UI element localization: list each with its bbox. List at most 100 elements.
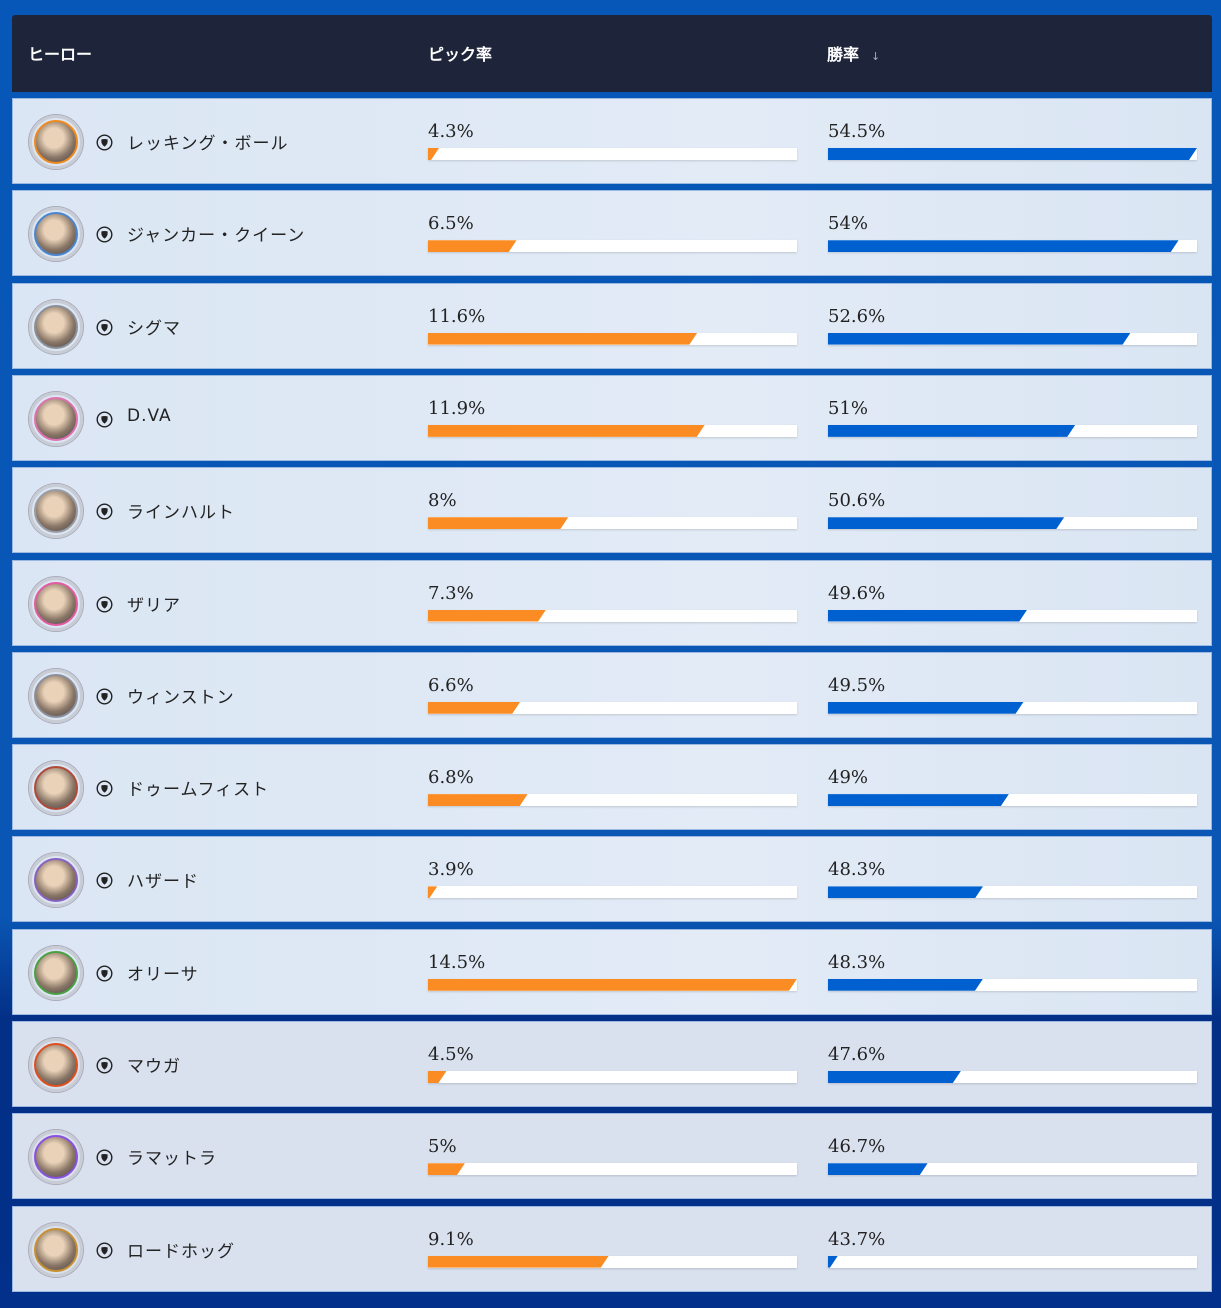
column-header-win-rate[interactable]: 勝率 ↓ — [827, 41, 880, 65]
win-rate-bar — [828, 1255, 1197, 1268]
win-rate-value: 51% — [828, 397, 869, 419]
hero-name: ウィンストン — [127, 687, 235, 708]
table-row[interactable]: オリーサ 14.5% 48.3% — [12, 928, 1212, 1015]
hero-stats-table: ヒーロー ピック率 勝率 ↓ レッキング・ボール 4.3% 54.5% ジャンカー… — [12, 15, 1212, 1292]
win-rate-fill — [828, 1256, 838, 1268]
win-rate-bar — [828, 701, 1197, 714]
table-row[interactable]: D.VA 11.9% 51% — [12, 374, 1212, 461]
table-row[interactable]: レッキング・ボール 4.3% 54.5% — [12, 98, 1212, 184]
hero-name: ハザード — [127, 872, 199, 893]
tank-role-icon — [96, 503, 113, 520]
table-row[interactable]: ドゥームフィスト 6.8% 49% — [12, 744, 1212, 831]
pick-rate-value: 11.9% — [428, 397, 486, 419]
tank-role-icon — [96, 226, 113, 243]
pick-rate-fill — [428, 1071, 446, 1083]
table-row[interactable]: ハザード 3.9% 48.3% — [12, 836, 1212, 923]
win-rate-value: 48.3% — [828, 859, 886, 881]
pick-rate-fill — [428, 425, 705, 437]
win-rate-bar — [828, 1071, 1197, 1083]
hero-name: D.VA — [127, 405, 172, 426]
hero-name: ザリア — [127, 595, 181, 616]
table-row[interactable]: ウィンストン 6.6% 49.5% — [12, 651, 1212, 738]
win-rate-fill — [828, 425, 1075, 437]
pick-rate-value: 11.6% — [428, 305, 486, 327]
win-rate-bar — [828, 332, 1197, 345]
pick-rate-value: 3.9% — [428, 859, 474, 881]
hero-name: オリーサ — [127, 964, 199, 985]
win-rate-value: 49% — [828, 767, 869, 789]
hero-name: ロードホッグ — [127, 1241, 235, 1262]
pick-rate-bar — [428, 701, 797, 714]
win-rate-value: 43.7% — [828, 1228, 886, 1250]
win-rate-bar — [828, 609, 1197, 622]
pick-rate-fill — [428, 702, 520, 714]
table-header: ヒーロー ピック率 勝率 ↓ — [12, 15, 1212, 92]
hero-name: マウガ — [127, 1057, 181, 1077]
win-rate-fill — [828, 610, 1027, 622]
win-rate-value: 54% — [828, 213, 869, 235]
pick-rate-bar — [428, 794, 797, 807]
table-row[interactable]: ジャンカー・クイーン 6.5% 54% — [12, 190, 1212, 277]
hero-name: ジャンカー・クイーン — [127, 226, 306, 247]
hero-name: ラインハルト — [127, 503, 235, 524]
table-row[interactable]: ラインハルト 8% 50.6% — [12, 467, 1212, 554]
pick-rate-bar — [428, 517, 797, 530]
hero-avatar — [29, 391, 83, 446]
pick-rate-value: 4.5% — [428, 1044, 474, 1065]
win-rate-fill — [828, 1071, 961, 1083]
tank-role-icon — [96, 1149, 113, 1166]
win-rate-bar — [828, 1163, 1197, 1176]
tank-role-icon — [96, 1242, 113, 1259]
pick-rate-value: 6.5% — [428, 213, 474, 235]
pick-rate-value: 5% — [428, 1136, 457, 1158]
pick-rate-fill — [428, 333, 697, 345]
win-rate-fill — [828, 517, 1064, 529]
table-row[interactable]: ラマットラ 5% 46.7% — [12, 1113, 1212, 1200]
win-rate-bar — [828, 240, 1197, 253]
hero-avatar — [29, 1130, 83, 1185]
win-rate-value: 48.3% — [828, 951, 886, 973]
win-rate-fill — [828, 979, 983, 991]
arrow-down-icon: ↓ — [871, 50, 881, 63]
hero-name: ラマットラ — [127, 1149, 217, 1170]
pick-rate-value: 9.1% — [428, 1228, 474, 1250]
tank-role-icon — [96, 872, 113, 889]
win-rate-value: 47.6% — [828, 1044, 886, 1065]
pick-rate-bar — [428, 1255, 797, 1268]
pick-rate-fill — [428, 148, 439, 160]
hero-avatar — [29, 207, 83, 262]
hero-avatar — [29, 1038, 83, 1092]
hero-name: シグマ — [127, 318, 181, 339]
column-header-pick-rate[interactable]: ピック率 — [428, 45, 493, 64]
pick-rate-fill — [428, 610, 546, 622]
pick-rate-bar — [428, 240, 797, 253]
win-rate-value: 52.6% — [828, 305, 886, 327]
win-rate-bar — [828, 886, 1197, 899]
pick-rate-fill — [428, 886, 437, 898]
win-rate-value: 49.5% — [828, 674, 886, 696]
win-rate-bar — [828, 978, 1197, 991]
win-rate-fill — [828, 702, 1024, 714]
column-header-hero[interactable]: ヒーロー — [28, 45, 93, 64]
pick-rate-bar — [428, 978, 797, 991]
pick-rate-bar — [428, 332, 797, 345]
table-row[interactable]: ロードホッグ 9.1% 43.7% — [12, 1205, 1212, 1292]
hero-avatar — [29, 853, 83, 908]
table-row[interactable]: シグマ 11.6% 52.6% — [12, 282, 1212, 369]
tank-role-icon — [96, 134, 113, 151]
win-rate-bar — [828, 794, 1197, 807]
tank-role-icon — [96, 595, 113, 613]
pick-rate-bar — [428, 1163, 797, 1176]
hero-avatar — [29, 668, 83, 723]
pick-rate-value: 14.5% — [428, 951, 486, 973]
win-rate-fill — [828, 148, 1197, 160]
pick-rate-bar — [428, 148, 797, 160]
pick-rate-value: 4.3% — [428, 121, 474, 142]
table-row[interactable]: マウガ 4.5% 47.6% — [12, 1021, 1212, 1107]
pick-rate-fill — [428, 517, 568, 529]
win-rate-bar — [828, 517, 1197, 530]
tank-role-icon — [96, 1057, 113, 1074]
table-row[interactable]: ザリア 7.3% 49.6% — [12, 559, 1212, 646]
tank-role-icon — [96, 780, 113, 797]
win-rate-fill — [828, 1163, 928, 1175]
